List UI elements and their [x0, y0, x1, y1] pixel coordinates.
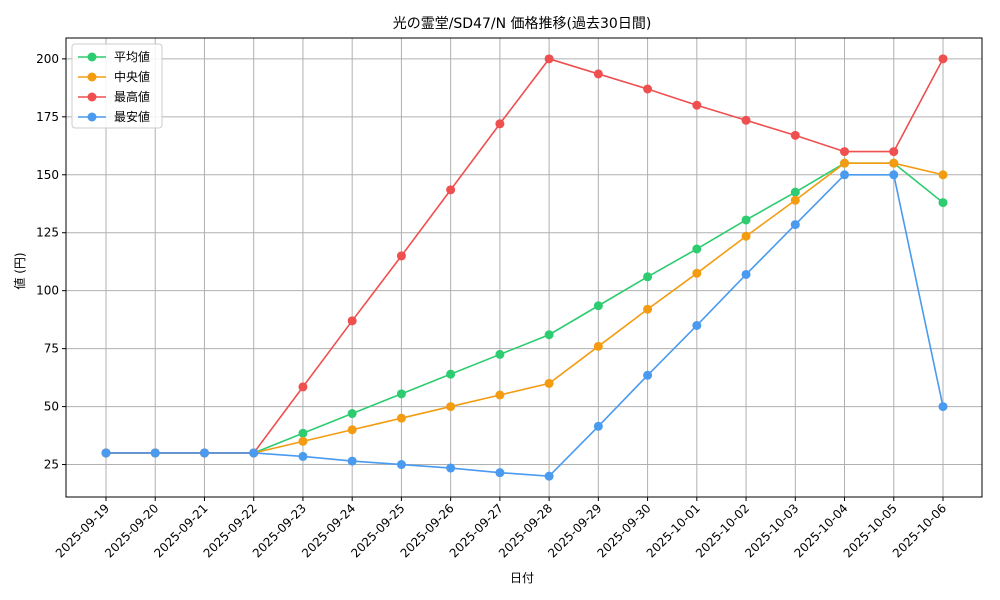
legend-item: 平均値 [78, 49, 150, 64]
data-point [938, 402, 948, 412]
data-point [889, 170, 899, 180]
y-tick-label: 75 [44, 342, 59, 356]
data-point [298, 382, 308, 392]
x-axis-label: 日付 [510, 571, 534, 585]
data-point [495, 349, 505, 359]
data-point [593, 301, 603, 311]
legend-item: 中央値 [78, 69, 150, 84]
series-1 [101, 158, 948, 458]
data-point [199, 448, 209, 458]
series-line [106, 162, 944, 454]
series-line [106, 173, 944, 477]
data-point [347, 409, 357, 419]
legend-marker [87, 72, 97, 82]
data-point [298, 436, 308, 446]
data-point [741, 269, 751, 279]
data-point [840, 170, 850, 180]
data-point [593, 69, 603, 79]
legend-marker [87, 92, 97, 102]
data-point [790, 130, 800, 140]
data-point [643, 272, 653, 282]
data-point [396, 413, 406, 423]
data-point [347, 316, 357, 326]
data-point [741, 231, 751, 241]
series-3 [101, 54, 948, 458]
legend-box [71, 43, 163, 129]
data-point [790, 220, 800, 230]
data-point [938, 54, 948, 64]
data-point [741, 215, 751, 225]
y-tick-label: 200 [36, 52, 59, 66]
legend-label: 中央値 [114, 69, 150, 84]
series-line [106, 57, 944, 454]
chart-title: 光の霊堂/SD47/N 価格推移(過去30日間) [393, 16, 652, 32]
series-4 [101, 170, 948, 481]
data-point [790, 195, 800, 205]
legend-item: 最高値 [78, 89, 150, 104]
data-point [692, 100, 702, 110]
data-point [347, 456, 357, 466]
legend-label: 平均値 [114, 49, 150, 64]
data-point [790, 187, 800, 197]
y-axis-label: 値 (円) [12, 252, 27, 289]
plot-frame [65, 37, 983, 498]
data-point [840, 147, 850, 157]
data-point [544, 471, 554, 481]
series-2 [101, 158, 948, 458]
data-point [446, 369, 456, 379]
data-point [446, 185, 456, 195]
data-point [692, 320, 702, 330]
data-point [692, 268, 702, 278]
data-point [298, 451, 308, 461]
data-point [544, 330, 554, 340]
legend-item: 最安値 [78, 109, 150, 124]
data-point [396, 251, 406, 261]
data-point [396, 460, 406, 470]
data-point [889, 147, 899, 157]
data-point [593, 341, 603, 351]
data-point [446, 463, 456, 473]
y-tick-label: 125 [36, 226, 59, 240]
data-point [396, 389, 406, 399]
data-point [150, 448, 160, 458]
y-tick-label: 50 [44, 400, 59, 414]
data-point [446, 402, 456, 412]
series-line [106, 162, 944, 454]
y-tick-label: 150 [36, 168, 59, 182]
series-group [101, 54, 948, 481]
y-tick-label: 100 [36, 284, 59, 298]
data-point [692, 244, 702, 254]
data-point [643, 370, 653, 380]
data-point [249, 448, 259, 458]
y-tick-label: 175 [36, 110, 59, 124]
grid [66, 38, 982, 497]
data-point [544, 378, 554, 388]
data-point [495, 119, 505, 129]
legend-marker [87, 112, 97, 122]
data-point [938, 198, 948, 208]
data-point [643, 84, 653, 94]
data-point [840, 158, 850, 168]
data-point [741, 115, 751, 125]
y-tick-label: 25 [44, 458, 59, 472]
data-point [593, 421, 603, 431]
data-point [643, 304, 653, 314]
data-point [889, 158, 899, 168]
data-point [101, 448, 111, 458]
legend-marker [87, 52, 97, 62]
data-point [495, 390, 505, 400]
data-point [495, 468, 505, 478]
data-point [347, 425, 357, 435]
data-point [298, 428, 308, 438]
legend-label: 最安値 [114, 109, 150, 124]
data-point [544, 54, 554, 64]
legend-label: 最高値 [114, 89, 150, 104]
data-point [938, 170, 948, 180]
